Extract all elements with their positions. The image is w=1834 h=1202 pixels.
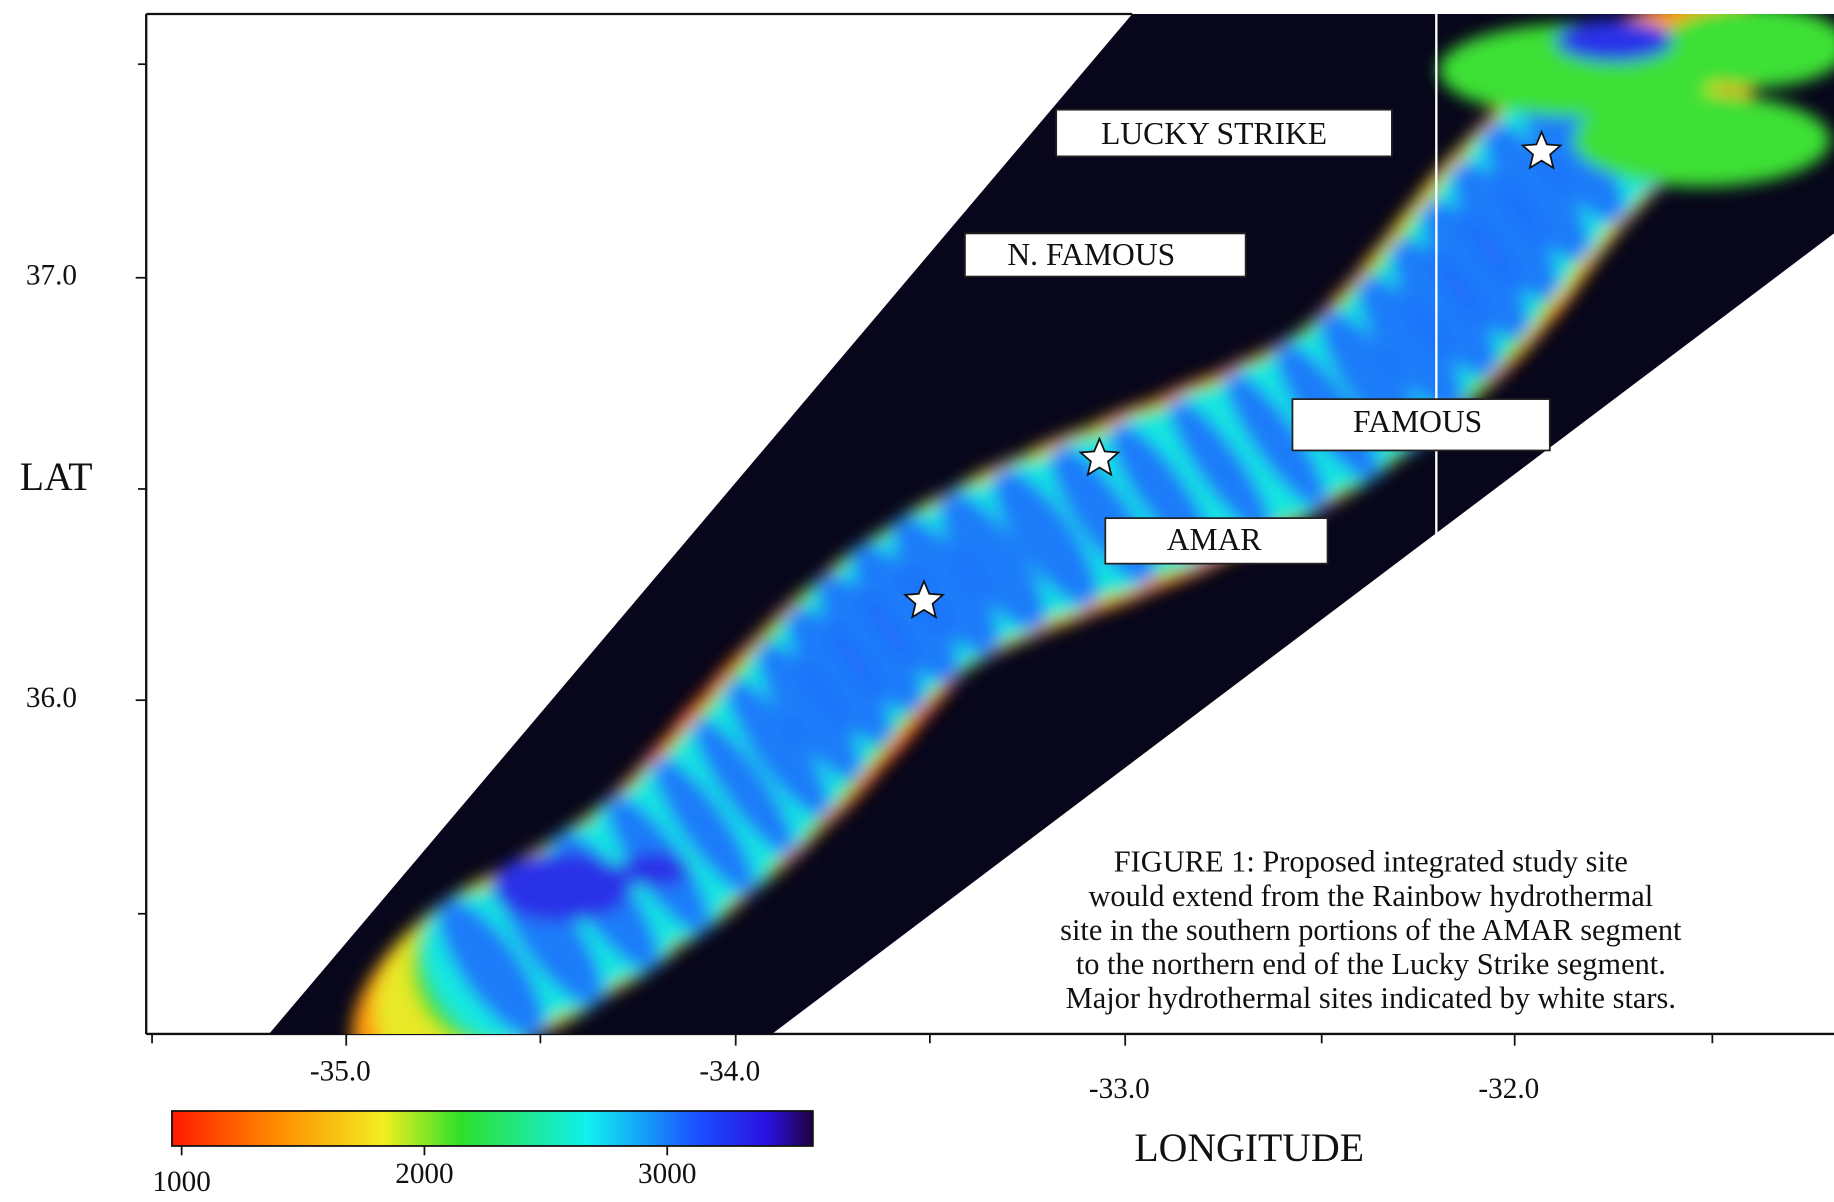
site-label: LUCKY STRIKE (1101, 116, 1327, 151)
site-label: AMAR (1167, 522, 1262, 557)
y-axis-title: LAT (20, 455, 93, 499)
bathymetry-patch (620, 852, 690, 887)
site-label: FAMOUS (1353, 404, 1482, 439)
caption: FIGURE 1: Proposed integrated study site… (1060, 845, 1682, 1015)
x-axis-title: LONGITUDE (1134, 1126, 1364, 1170)
caption-line: site in the southern portions of the AMA… (1060, 913, 1682, 947)
x-tick-label: -32.0 (1478, 1073, 1539, 1105)
caption-line: would extend from the Rainbow hydrotherm… (1088, 879, 1653, 913)
site-label: N. FAMOUS (1007, 237, 1175, 272)
colorbar-tick-label: 1000 (152, 1166, 210, 1198)
caption-line: to the northern end of the Lucky Strike … (1076, 947, 1666, 981)
figure: LUCKY STRIKE N. FAMOUS FAMOUS AMAR FIGUR… (0, 0, 1834, 1202)
caption-line: FIGURE 1: Proposed integrated study site (1114, 845, 1628, 879)
x-tick-label: -33.0 (1089, 1073, 1150, 1105)
x-tick-label: -34.0 (699, 1055, 760, 1087)
colorbar (172, 1111, 813, 1146)
bathymetry-patch (491, 852, 631, 922)
x-tick-label: -35.0 (310, 1055, 371, 1087)
y-tick-label: 37.0 (26, 259, 77, 291)
y-tick-label: 36.0 (26, 682, 77, 714)
bathymetry-patch (1556, 20, 1673, 62)
page: {"axes": {"y_label": "LAT", "x_label": "… (0, 0, 1834, 1202)
colorbar-tick-label: 3000 (638, 1158, 696, 1190)
caption-line: Major hydrothermal sites indicated by wh… (1066, 981, 1676, 1015)
colorbar-tick-label: 2000 (395, 1158, 453, 1190)
